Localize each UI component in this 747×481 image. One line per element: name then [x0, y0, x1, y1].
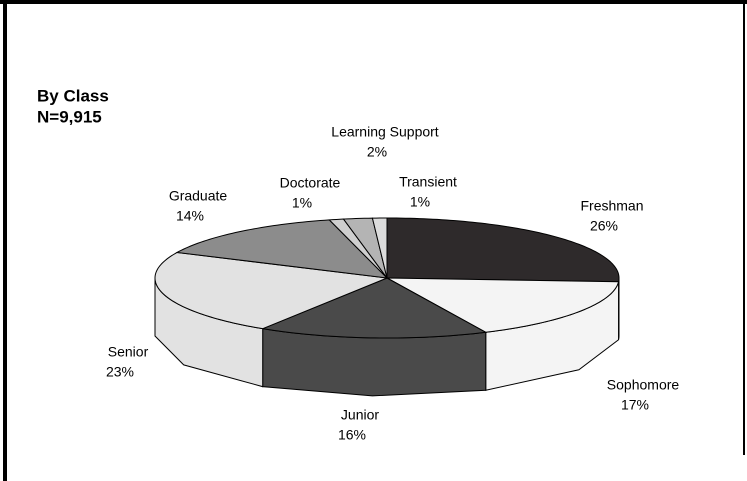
slice-label: Learning Support [331, 124, 439, 140]
pie-slice [175, 219, 389, 279]
slice-value-label: 1% [410, 194, 430, 210]
pie-slice [371, 217, 388, 279]
slice-value-label: 23% [106, 364, 134, 380]
slice-label: Doctorate [280, 175, 341, 191]
slice-value-label: 14% [176, 208, 204, 224]
pie-slice [386, 217, 620, 283]
slice-label: Graduate [169, 188, 228, 204]
pie-side [262, 328, 487, 397]
slice-value-label: 2% [367, 144, 387, 160]
slice-label: Sophomore [607, 377, 680, 393]
pie-slice [154, 251, 389, 330]
slice-label: Senior [108, 344, 149, 360]
slice-label: Junior [341, 407, 379, 423]
slice-value-label: 17% [621, 397, 649, 413]
slice-value-label: 26% [590, 218, 618, 234]
chart-title: By Class [37, 86, 109, 105]
pie-slice [260, 277, 488, 339]
pie-slice [386, 277, 620, 333]
chart-subtitle: N=9,915 [37, 107, 102, 126]
slice-label: Freshman [580, 198, 643, 214]
slice-label: Transient [399, 174, 457, 190]
pie-slice [342, 217, 388, 279]
slice-value-label: 16% [338, 427, 366, 443]
slice-value-label: 1% [292, 195, 312, 211]
